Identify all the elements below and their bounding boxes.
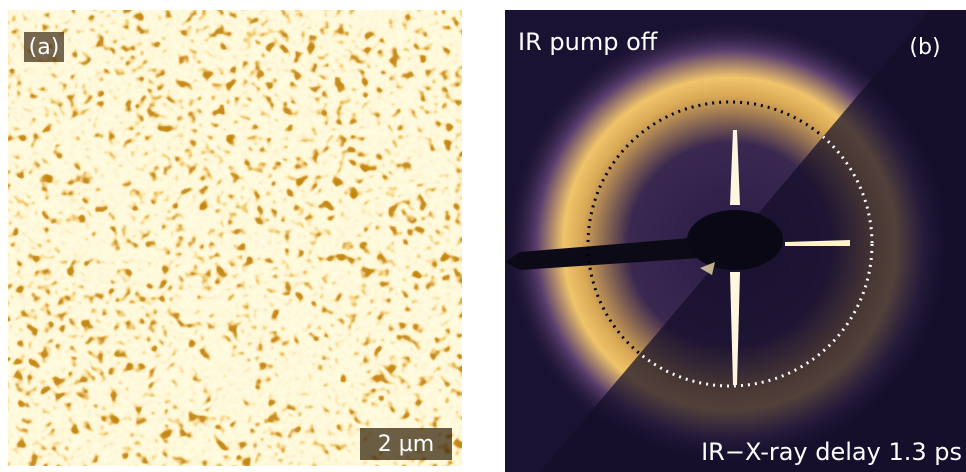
panel-label: (b)	[909, 35, 940, 60]
figure: (a) 2 µm IR pump off (b) IR−X-ray delay …	[0, 0, 966, 472]
panel-a: (a) 2 µm	[8, 10, 462, 466]
domain-image	[8, 10, 462, 466]
beam-stop	[687, 210, 783, 270]
top-label: IR pump off	[518, 28, 658, 56]
bottom-label: IR−X-ray delay 1.3 ps	[701, 438, 962, 466]
panel-b	[505, 10, 966, 472]
panel-label: (a)	[29, 35, 60, 60]
scale-bar-label: 2 µm	[378, 432, 434, 457]
